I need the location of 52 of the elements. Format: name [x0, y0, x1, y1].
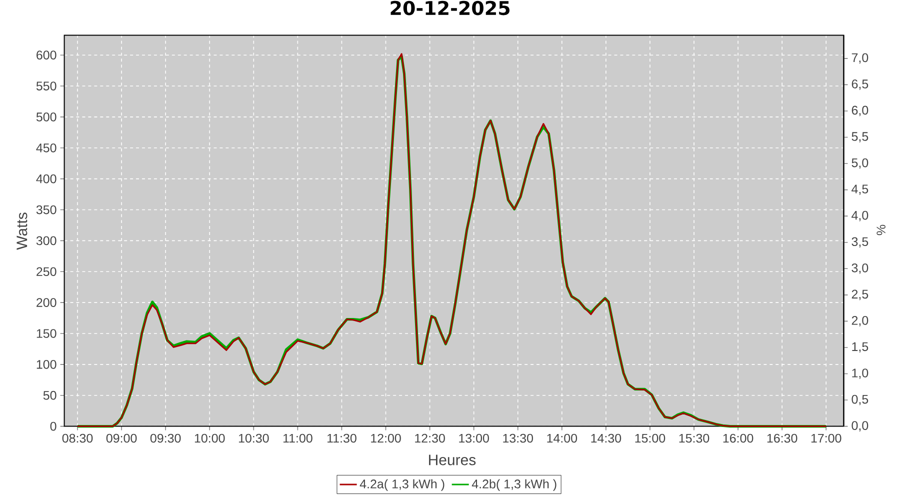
x-axis-title: Heures	[429, 454, 476, 466]
y2-tick-label: 1,5	[852, 342, 868, 353]
x-tick-label: 12:30	[415, 434, 445, 443]
y-tick-label: 150	[36, 329, 56, 338]
legend-label: 4.2a( 1,3 kWh )	[360, 479, 444, 491]
x-tick-label: 08:30	[62, 434, 93, 443]
y-tick-label: 600	[36, 50, 56, 60]
y2-tick-label: 6,5	[852, 80, 868, 90]
y-tick-label: 500	[36, 112, 56, 122]
y2-tick-label: 5,0	[852, 158, 868, 169]
x-tick-label: 09:00	[106, 434, 137, 443]
y-tick-label: 250	[36, 267, 56, 276]
y-tick-label: 300	[36, 236, 56, 246]
x-tick-label: 15:30	[679, 434, 710, 443]
y2-tick-label: 1,0	[852, 368, 868, 379]
y-tick-label: 450	[36, 143, 56, 152]
x-tick-label: 14:30	[591, 434, 622, 443]
y-tick-label: 100	[36, 360, 56, 369]
y2-tick-label: 7,0	[852, 53, 868, 64]
y-tick-label: 350	[36, 205, 56, 214]
y2-tick-label: 2,5	[852, 290, 868, 300]
y2-tick-label: 5,5	[852, 132, 868, 142]
y-tick-label: 400	[36, 174, 56, 184]
y-tick-label: 550	[36, 82, 56, 90]
x-tick-label: 16:00	[723, 434, 754, 443]
x-tick-label: 12:00	[371, 434, 401, 443]
y2-tick-label: 4,0	[852, 210, 868, 222]
x-tick-label: 13:00	[459, 434, 489, 443]
x-tick-label: 11:30	[327, 434, 356, 443]
x-tick-label: 10:00	[194, 434, 225, 443]
y2-tick-label: 3,0	[852, 263, 868, 274]
y2-tick-label: 0,0	[852, 421, 868, 432]
y-tick-label: 0	[50, 422, 56, 431]
y2-axis-title: %	[876, 224, 886, 236]
y-tick-label: 50	[43, 390, 56, 400]
x-tick-label: 14:00	[547, 434, 578, 443]
y-tick-label: 200	[36, 298, 56, 307]
legend-label: 4.2b( 1,3 kWh )	[472, 479, 556, 491]
x-tick-label: 10:30	[238, 434, 269, 443]
y2-tick-label: 6,0	[852, 106, 868, 116]
x-tick-label: 16:30	[767, 434, 798, 443]
y2-tick-label: 3,5	[852, 237, 868, 248]
y2-tick-label: 2,0	[852, 316, 868, 326]
chart-title: 20-12-2025	[390, 0, 510, 16]
x-tick-label: 13:30	[503, 434, 534, 443]
x-tick-label: 15:00	[635, 434, 666, 443]
y-axis-title: Watts	[16, 212, 28, 250]
x-tick-label: 17:00	[811, 434, 842, 443]
y2-tick-label: 0,5	[852, 394, 868, 406]
x-tick-label: 09:30	[150, 434, 181, 443]
y2-tick-label: 4,5	[852, 184, 868, 195]
x-tick-label: 11:00	[283, 434, 312, 443]
